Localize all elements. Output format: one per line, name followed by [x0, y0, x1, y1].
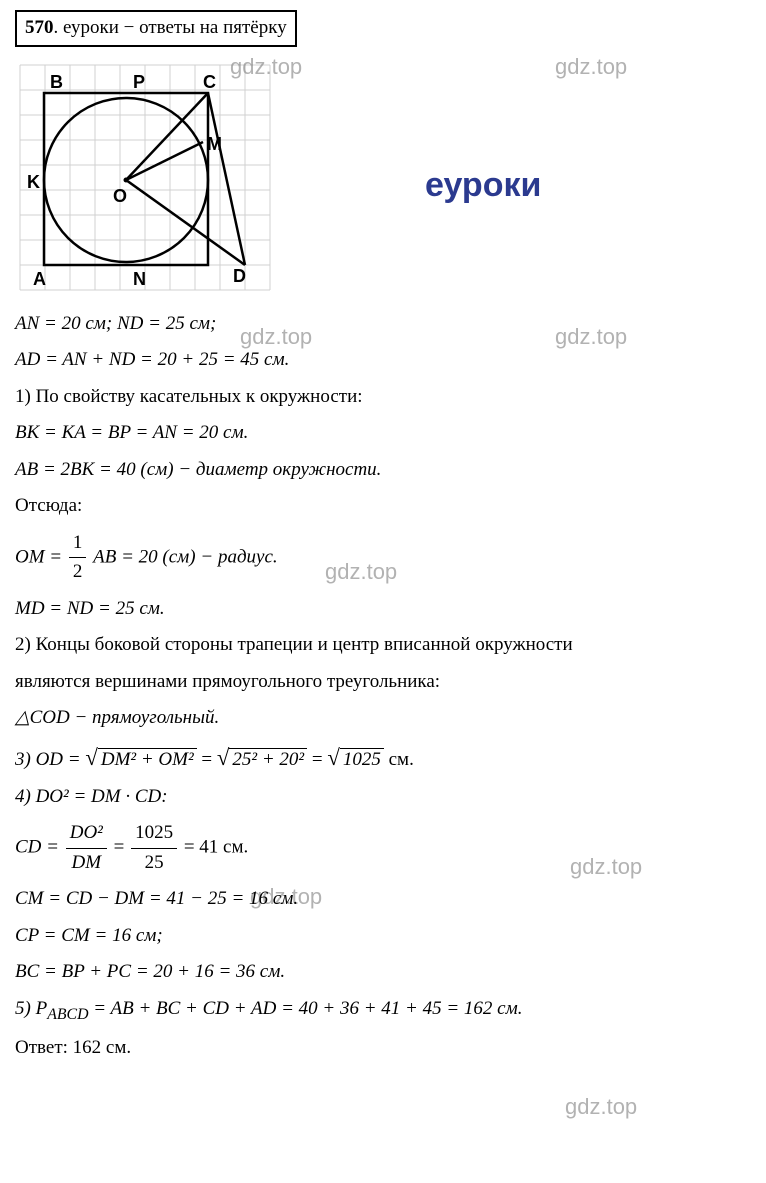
svg-text:D: D [233, 266, 246, 286]
svg-text:P: P [133, 72, 145, 92]
om-line: OM = 1 2 AB = 20 (см) − радиус. [15, 529, 751, 587]
svg-text:A: A [33, 269, 46, 289]
page-root: 570. еуроки − ответы на пятёрку BPCMKOAN… [15, 10, 751, 1063]
svg-text:M: M [207, 134, 222, 154]
step2-line3: △COD − прямоугольный. [15, 704, 751, 733]
brand-label: еуроки [425, 160, 541, 211]
svg-text:N: N [133, 269, 146, 289]
sqrt-icon: √ [217, 745, 230, 770]
watermark: gdz.top [565, 1090, 637, 1123]
step3-line: 3) OD = √DM² + OM² = √25² + 20² = √1025 … [15, 741, 751, 775]
step1-line2: AB = 2BK = 40 (см) − диаметр окружности. [15, 456, 751, 485]
sqrt-icon: √ [85, 745, 98, 770]
step1-title: 1) По свойству касательных к окружности: [15, 383, 751, 412]
figure-area: B P C M K O A N D еуроки [15, 60, 751, 295]
sqrt-icon: √ [327, 745, 340, 770]
om-fraction: 1 2 [69, 529, 87, 587]
problem-header: 570. еуроки − ответы на пятёрку [15, 10, 297, 47]
svg-text:B: B [50, 72, 63, 92]
header-text: . еуроки − ответы на пятёрку [54, 17, 287, 38]
cd-fraction-1: DO² DM [66, 819, 107, 877]
svg-text:C: C [203, 72, 216, 92]
cd-line: CD = DO² DM = 1025 25 = 41 см. [15, 819, 751, 877]
given-line-2: AD = AN + ND = 20 + 25 = 45 см. [15, 346, 751, 375]
md-line: MD = ND = 25 см. [15, 595, 751, 624]
given-line-1: AN = 20 см; ND = 25 см; [15, 310, 751, 339]
step4-title: 4) DO² = DM · CD: [15, 783, 751, 812]
step5-line: 5) PABCD = AB + BC + CD + AD = 40 + 36 +… [15, 995, 751, 1027]
answer-line: Ответ: 162 см. [15, 1034, 751, 1063]
svg-text:K: K [27, 172, 40, 192]
cm-line: CM = CD − DM = 41 − 25 = 16 см. [15, 885, 751, 914]
step2-line1: 2) Концы боковой стороны трапеции и цент… [15, 631, 751, 660]
cp-line: CP = CM = 16 см; [15, 922, 751, 951]
cd-fraction-2: 1025 25 [131, 819, 177, 877]
hence-line: Отсюда: [15, 492, 751, 521]
svg-text:O: O [113, 186, 127, 206]
geometry-figure: B P C M K O A N D [15, 60, 275, 295]
step2-line2: являются вершинами прямоугольного треуго… [15, 668, 751, 697]
bc-line: BC = BP + PC = 20 + 16 = 36 см. [15, 958, 751, 987]
problem-number: 570 [25, 17, 54, 38]
step1-line1: BK = KA = BP = AN = 20 см. [15, 419, 751, 448]
